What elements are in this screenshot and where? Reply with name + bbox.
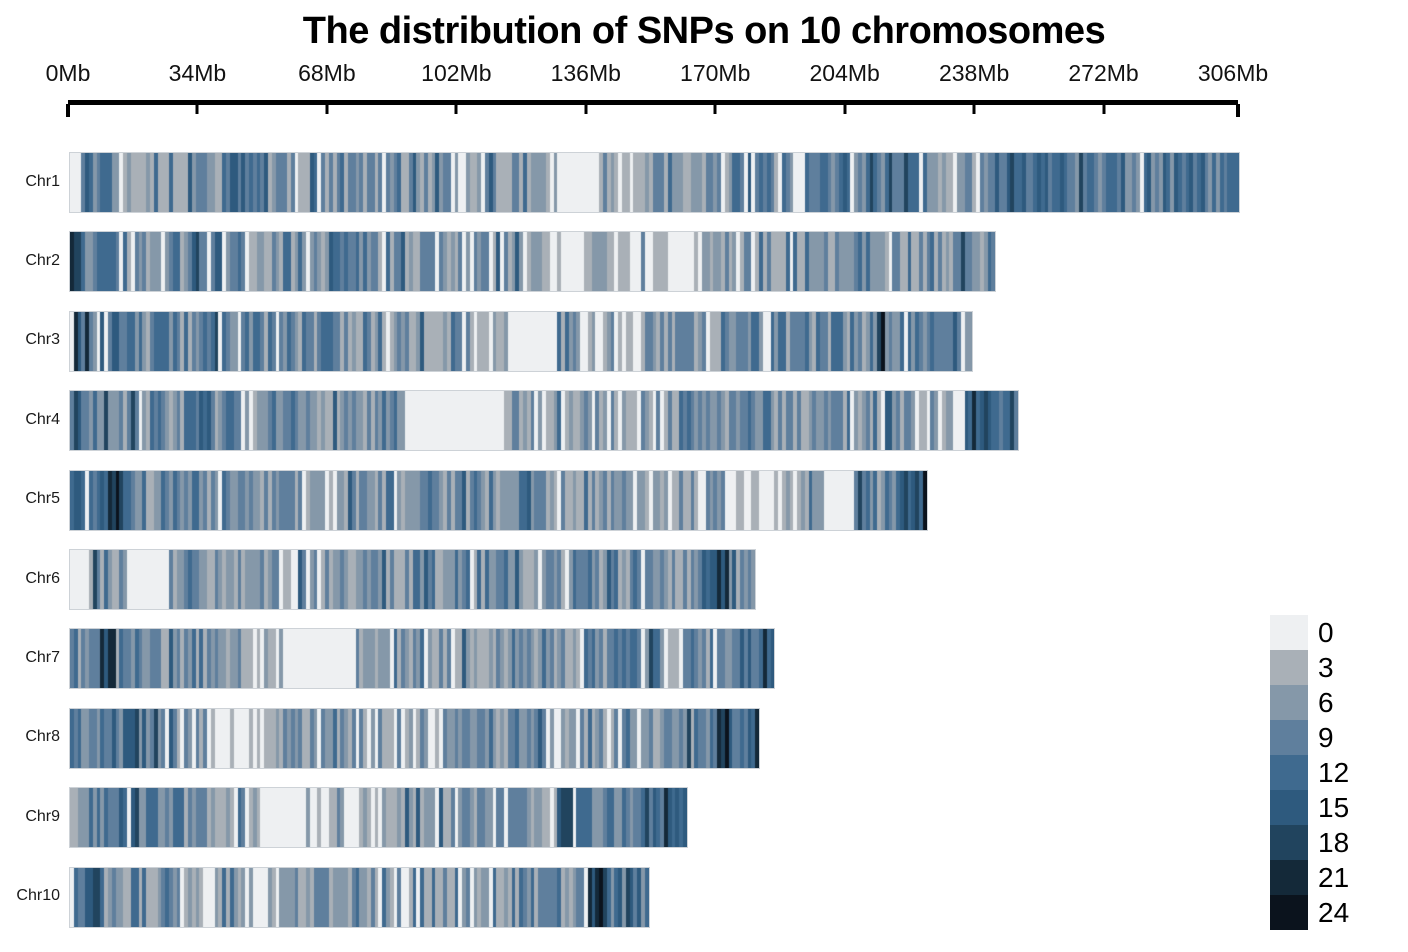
chromosome-label-chr9: Chr9 [25, 807, 60, 825]
axis-tick-label-170mb: 170Mb [680, 60, 751, 86]
chart-title: The distribution of SNPs on 10 chromosom… [302, 10, 1106, 52]
axis-tick-170mb [713, 104, 717, 114]
axis-tick-label-204mb: 204Mb [809, 60, 880, 86]
chromosome-label-chr2: Chr2 [25, 251, 60, 269]
chromosome-bar-chr5 [69, 469, 928, 531]
axis-tick-136mb [584, 104, 588, 114]
axis-tick-label-306mb: 306Mb [1197, 60, 1269, 86]
axis-tick-204mb [843, 104, 847, 114]
legend-label-0: 0 [1318, 617, 1334, 648]
axis-tick-306mb [1236, 104, 1240, 117]
legend-swatch-6 [1270, 685, 1308, 720]
legend-label-24: 24 [1318, 897, 1350, 928]
chromosome-bar-chr10 [69, 866, 650, 928]
legend-swatch-3 [1270, 650, 1308, 685]
legend-label-9: 9 [1318, 722, 1334, 753]
chromosome-bar-chr3 [69, 310, 973, 372]
axis-tick-label-34mb: 34Mb [168, 60, 227, 86]
chromosome-label-chr8: Chr8 [25, 728, 60, 746]
axis-tick-0mb [66, 104, 70, 117]
axis-tick-label-0mb: 0Mb [45, 60, 91, 86]
legend-label-6: 6 [1318, 687, 1334, 718]
axis-tick-272mb [1102, 104, 1106, 114]
axis-line [68, 100, 1238, 105]
legend-swatch-9 [1270, 720, 1308, 755]
axis-tick-102mb [454, 104, 458, 114]
legend-swatch-0 [1270, 615, 1308, 650]
chromosome-label-chr3: Chr3 [25, 331, 60, 349]
chromosome-label-chr7: Chr7 [25, 648, 60, 666]
chromosome-label-chr1: Chr1 [25, 172, 60, 190]
chromosome-bar-chr2 [69, 231, 996, 293]
legend-swatch-21 [1270, 860, 1308, 895]
chromosome-bar-chr4 [69, 390, 1019, 452]
chromosome-bar-chr9 [69, 787, 688, 849]
axis-tick-34mb [195, 104, 199, 114]
legend-swatch-15 [1270, 790, 1308, 825]
axis-tick-label-272mb: 272Mb [1068, 60, 1139, 86]
chromosome-label-chr6: Chr6 [25, 569, 60, 587]
axis-tick-label-136mb: 136Mb [550, 60, 621, 86]
axis-tick-68mb [325, 104, 329, 114]
chromosome-label-chr10: Chr10 [16, 887, 60, 905]
axis-tick-label-102mb: 102Mb [421, 60, 492, 86]
axis-tick-label-238mb: 238Mb [938, 60, 1010, 86]
chromosome-bar-chr8 [69, 707, 760, 769]
legend-label-3: 3 [1318, 652, 1334, 683]
legend-label-15: 15 [1318, 792, 1350, 823]
chromosome-bar-chr6 [69, 549, 756, 610]
legend-label-21: 21 [1318, 862, 1350, 893]
chromosome-label-chr5: Chr5 [25, 490, 60, 508]
legend-swatch-12 [1270, 755, 1308, 790]
axis-tick-238mb [972, 104, 976, 114]
chromosome-bar-chr1 [69, 152, 1240, 213]
legend-swatch-24 [1270, 895, 1308, 930]
chromosome-bar-chr7 [69, 628, 775, 690]
legend-label-18: 18 [1318, 827, 1350, 858]
legend-swatch-18 [1270, 825, 1308, 860]
axis-tick-label-68mb: 68Mb [298, 60, 356, 86]
chromosome-label-chr4: Chr4 [25, 410, 60, 428]
legend-label-12: 12 [1318, 757, 1350, 788]
